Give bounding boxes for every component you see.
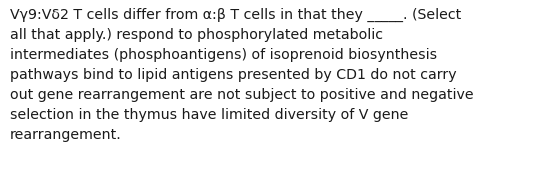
- Text: Vγ9:Vδ2 T cells differ from α:β T cells in that they _____. (Select
all that app: Vγ9:Vδ2 T cells differ from α:β T cells …: [10, 8, 474, 142]
